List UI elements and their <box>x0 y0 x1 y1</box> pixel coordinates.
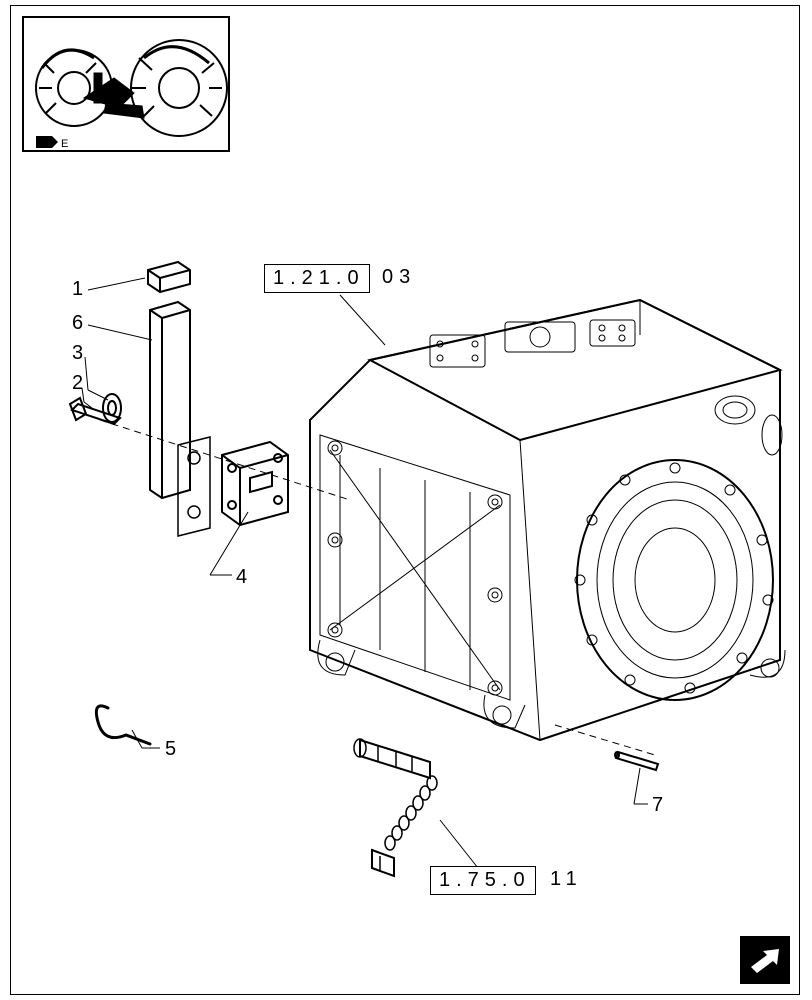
part-cap-plug <box>148 262 190 292</box>
callout-2: 2 <box>72 372 83 395</box>
ref-box-2: 1.75.0 <box>430 866 536 895</box>
callout-4: 4 <box>236 566 247 589</box>
transmission-housing <box>310 300 785 740</box>
part-washer <box>103 394 121 422</box>
part-bar-plate <box>178 437 210 536</box>
callout-5: 5 <box>165 738 176 761</box>
part-pin <box>615 752 658 770</box>
ref-box-1: 1.21.0 <box>264 264 370 293</box>
callout-7: 7 <box>652 794 663 817</box>
callout-1: 1 <box>72 278 83 301</box>
callout-3: 3 <box>72 342 83 365</box>
next-page-button[interactable] <box>740 936 790 984</box>
ref-tail-1: 03 <box>382 266 416 289</box>
arrow-up-right-icon <box>747 945 783 975</box>
part-hook-clip <box>96 706 150 744</box>
main-diagram <box>0 0 812 1000</box>
callout-6: 6 <box>72 312 83 335</box>
sensor-cable <box>354 739 437 876</box>
part-bracket-block <box>222 442 288 525</box>
part-vertical-bar <box>150 302 190 498</box>
ref-tail-2: 11 <box>550 868 583 891</box>
